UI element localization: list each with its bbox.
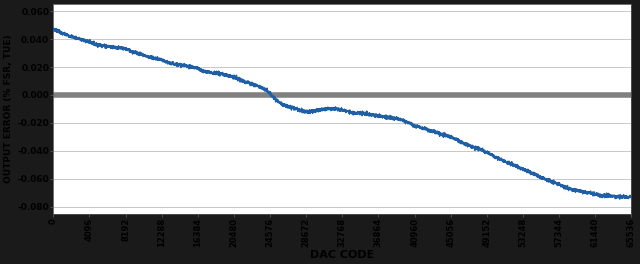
Y-axis label: OUTPUT ERROR (% FSR, TUE): OUTPUT ERROR (% FSR, TUE) bbox=[4, 35, 13, 183]
X-axis label: DAC CODE: DAC CODE bbox=[310, 250, 374, 260]
